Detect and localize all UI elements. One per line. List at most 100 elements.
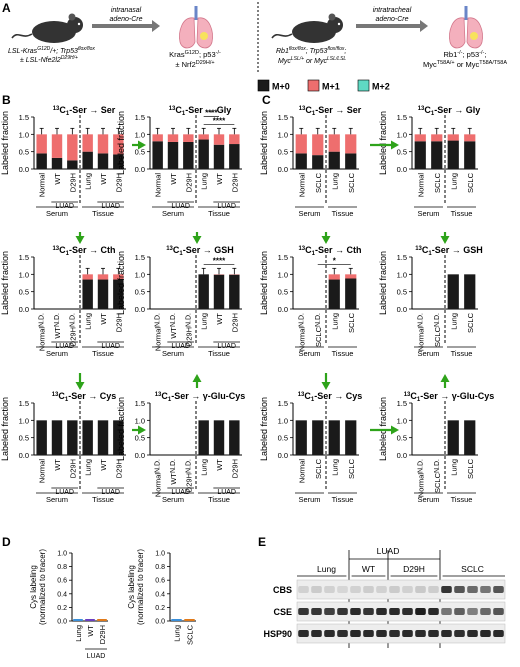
arrow-head: [192, 374, 202, 382]
title-rest: -Ser → Ser: [69, 105, 116, 115]
blot-band: [402, 586, 413, 593]
y-tick-label: 1.5: [278, 113, 288, 122]
y-tick-label: 0.6: [155, 578, 165, 585]
arrow-cys-gglu-b: [132, 425, 146, 435]
blot-band: [467, 608, 478, 615]
blot-band: [337, 630, 348, 637]
title-superscript: 13: [52, 246, 59, 252]
y-axis-label-sub: (normalized to tracer): [38, 549, 47, 625]
nd-label: N.D.: [39, 313, 46, 327]
group-label-tissue: Tissue: [208, 495, 230, 504]
nd-label: N.D.: [298, 313, 305, 327]
title-base: C: [305, 245, 312, 255]
bar-mplus0: [36, 420, 47, 455]
subgroup-label: LUAD: [217, 489, 236, 496]
bar-mplus0: [447, 140, 459, 169]
result-left-line1: KrasG12D; p53-/-: [169, 50, 221, 59]
blot-band: [467, 586, 478, 593]
text-part: -/-: [457, 50, 462, 56]
y-tick-label: 0.5: [397, 434, 407, 443]
group-label-serum: Serum: [417, 209, 439, 218]
y-axis-label: Labeled fraction: [259, 397, 269, 461]
title-base: C: [410, 391, 417, 401]
title-superscript: 13: [52, 392, 59, 398]
title-superscript: 13: [298, 246, 305, 252]
y-tick-label: 0.2: [155, 605, 165, 612]
y-tick-label: 0.0: [57, 619, 67, 626]
bar-mplus0: [67, 420, 78, 455]
arrow-cys-gglu-c: [370, 425, 399, 435]
title-rest: -Ser → Ser: [315, 105, 362, 115]
y-axis-label: Labeled fraction: [0, 397, 10, 461]
y-axis-label: Labeled fraction: [0, 111, 10, 175]
arrow-head: [138, 140, 146, 150]
text-part: ± LSL-Nfe2l2: [20, 57, 61, 64]
blot-band: [480, 586, 491, 593]
text-part: ± Nrf2: [175, 60, 195, 69]
y-tick-label: 1.5: [135, 253, 145, 262]
x-tick-label: SCLC: [314, 172, 323, 193]
y-tick-label: 1.0: [278, 416, 288, 425]
y-tick-label: 0.0: [135, 305, 145, 314]
arrow-cth-cys-c: [321, 373, 331, 390]
x-tick-label: SCLC: [314, 458, 323, 479]
bar-mplus0: [447, 420, 459, 455]
x-tick-label: Lung: [330, 173, 339, 190]
title-rest: -Ser → GSH: [183, 245, 234, 255]
subgroup-label: LUAD: [55, 203, 74, 210]
result-right-line2: MycT58A/+ or MycT58A/T58A: [423, 60, 507, 69]
blot-band: [337, 608, 348, 615]
x-tick-label: WT: [53, 173, 62, 185]
y-tick-label: 1.0: [397, 416, 407, 425]
x-tick-label: D29H: [68, 327, 77, 346]
y-tick-label: 1.0: [19, 270, 29, 279]
title-rest: -Ser → Cys: [68, 391, 116, 401]
y-axis-label: Labeled fraction: [378, 111, 388, 175]
bar-mplus0: [464, 420, 476, 455]
x-tick-label: WT: [169, 173, 178, 185]
title-superscript: 13: [298, 392, 305, 398]
nd-label: N.D.: [315, 313, 322, 327]
blot-band: [428, 630, 439, 637]
text-part: ; p53: [462, 50, 479, 59]
subgroup-label: LUAD: [55, 489, 74, 496]
significance-label: ****: [213, 116, 226, 125]
genotype-left-line2: ± LSL-Nfe2l2D29H/+: [20, 55, 78, 64]
title-base: C: [305, 105, 312, 115]
y-tick-label: 0.0: [19, 451, 29, 460]
title-base: C: [422, 245, 429, 255]
title-subscript: 1: [65, 397, 69, 403]
title-rest: -Ser → Gly: [434, 105, 480, 115]
blot-band: [363, 608, 374, 615]
chart-title: 13C1-Ser → Gly: [169, 105, 232, 117]
arrow-right-delivery: [356, 20, 428, 32]
blot-band: [389, 586, 400, 593]
title-rest: -Ser → GSH: [432, 245, 483, 255]
y-tick-label: 1.0: [135, 416, 145, 425]
arrow-head: [75, 382, 85, 390]
y-tick-label: 1.5: [135, 113, 145, 122]
y-tick-label: 0.5: [19, 434, 29, 443]
blot-strip: [296, 623, 506, 644]
chart-c: 13C1-Ser → Cth 0.0 0.5 1.0 1.5 Labeled fracti…: [259, 245, 362, 358]
blot-header-wt: WT: [362, 564, 375, 574]
text-part: Kras: [169, 50, 185, 59]
x-tick-label: WT: [53, 327, 62, 339]
bar-mplus1: [113, 274, 124, 280]
bar-mplus0: [82, 279, 93, 309]
y-tick-label: 1.5: [278, 253, 288, 262]
bar-mplus0: [229, 274, 240, 309]
bar-mplus0: [198, 139, 209, 169]
bar-mplus1: [67, 134, 78, 161]
chart-title: 13C1-Ser → Cth: [298, 245, 361, 257]
y-axis-label: Labeled fraction: [116, 251, 126, 315]
bar-mplus0: [97, 420, 109, 455]
y-tick-label: 0.0: [19, 165, 29, 174]
x-tick-label: Normal: [38, 459, 47, 484]
chart-d-sclc: 0.0 0.2 0.4 0.6 0.8 1.0 Cys labeling (normalize…: [127, 549, 196, 645]
x-tick-label: Normal: [154, 173, 163, 198]
x-tick-label: SCLC: [466, 458, 475, 479]
x-tick-label: SCLC: [466, 172, 475, 193]
y-tick-label: 1.0: [155, 551, 165, 558]
